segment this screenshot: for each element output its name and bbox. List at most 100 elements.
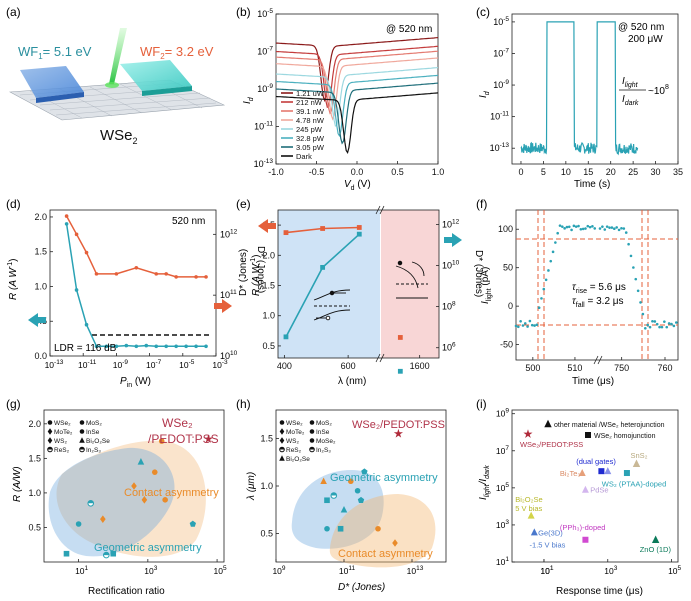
panel-a-letter: (a): [6, 5, 21, 19]
i-data-point: [527, 511, 535, 519]
d-responsivity-point: [124, 343, 129, 348]
g-legend-marker-fill: [79, 447, 85, 450]
b-legend-label: 39.1 nW: [296, 107, 325, 116]
d-detectivity-point: [154, 272, 159, 276]
g-legend-marker: [79, 437, 85, 443]
i-data-point: [604, 467, 612, 475]
panel-g-star-label-2: /PEDOT:PSS: [148, 432, 219, 446]
panel-f-xlabel: Time (μs): [572, 376, 614, 387]
f-photocurrent-point: [639, 301, 642, 304]
e-y2tick-label-exp: 6: [452, 342, 456, 349]
i-xtick-label-exp: 1: [550, 565, 554, 572]
d-responsivity-point: [184, 344, 188, 349]
b-xtick-label: 0.5: [391, 167, 404, 177]
d-detectivity-point: [84, 250, 89, 255]
e-y2tick-label-exp: 8: [452, 301, 456, 308]
d-detectivity-point: [194, 275, 198, 279]
b-curve-3-05-pW: [275, 82, 439, 145]
h-data-point: [375, 525, 381, 532]
panel-g-xlabel: Rectification ratio: [88, 586, 165, 597]
c-xtick-label: 0: [518, 167, 523, 177]
d-ytick-label: 0.0: [34, 351, 47, 361]
f-photocurrent-point: [535, 323, 539, 327]
panel-d-xlabel: Pin (W): [120, 376, 151, 389]
f-photocurrent-point: [554, 241, 557, 244]
f-photocurrent-point: [586, 224, 590, 228]
i-ytick-label-exp: 7: [505, 445, 509, 452]
h-ytick-label: 0.5: [260, 529, 273, 539]
b-curve-Dark: [275, 92, 439, 155]
d-y2tick-label-exp: 12: [230, 228, 238, 235]
f-photocurrent-point: [551, 250, 555, 254]
e-y2tick-label: 1012: [442, 218, 460, 229]
panel-d-y2label: D* (Jones): [255, 246, 266, 293]
i-ytick-label-base: 10: [496, 520, 506, 530]
pink-background: [381, 210, 439, 358]
c-xtick-label: 25: [628, 167, 638, 177]
light-beam: [109, 28, 127, 84]
g-xtick-label: 103: [144, 565, 157, 576]
i-ytick-label: 107: [496, 445, 509, 456]
d-xtick-label-exp: -9: [122, 359, 128, 366]
b-legend-label: 245 pW: [296, 125, 323, 134]
f-photocurrent-point: [651, 319, 654, 323]
panel-c-letter: (c): [476, 5, 490, 19]
rise-time-label: τrise = 5.6 μs: [572, 282, 626, 295]
i-xtick-label: 105: [668, 565, 681, 576]
i-xtick-label-base: 10: [540, 566, 550, 576]
i-ytick-label: 101: [496, 556, 509, 567]
g-ytick-label: 1.5: [28, 453, 41, 463]
g-legend-label: WS₂: [54, 438, 67, 445]
g-xtick-label-base: 10: [214, 566, 224, 576]
panel-c-xlabel: Time (s): [574, 179, 610, 190]
f-photocurrent-point: [556, 231, 559, 235]
h-legend-label: ReS₂: [286, 447, 302, 454]
b-ytick-label-base: 10: [254, 122, 264, 132]
geometric-asymmetry-region: [48, 447, 175, 557]
d-xtick-label-exp: -13: [54, 359, 64, 366]
panel-f-axes: [515, 209, 679, 361]
i-ytick-label: 109: [496, 408, 509, 419]
panel-h-points: [320, 428, 403, 547]
d-y2tick-label-base: 10: [220, 229, 230, 239]
d-responsivity-point: [194, 344, 198, 349]
c-ytick-label: 10-7: [493, 47, 509, 58]
d-xtick-label: 10-11: [78, 359, 97, 370]
g-ytick-label: 2.0: [28, 419, 41, 429]
b-ytick-label-exp: -13: [264, 158, 274, 165]
h-data-point: [361, 468, 368, 475]
g-data-point: [87, 499, 95, 507]
reference-lines: [516, 210, 678, 360]
f-photocurrent-point: [565, 225, 569, 229]
e-xtick-label: 600: [341, 361, 356, 371]
f-photocurrent-point: [558, 224, 562, 227]
f-photocurrent-point: [605, 225, 609, 228]
h-legend-marker: [279, 420, 285, 425]
e-ytick-label: 2.0: [262, 250, 275, 260]
panel-e-xticks: 400 600 1600: [277, 355, 430, 371]
e-detectivity-point: [397, 335, 403, 340]
g-legend-marker-fill: [47, 447, 53, 450]
i-ytick-label-base: 10: [496, 409, 506, 419]
svg-text:Idark: Idark: [622, 94, 639, 107]
f-photocurrent-point: [530, 323, 534, 327]
f-photocurrent-point: [540, 297, 543, 300]
panel-e-letter: (e): [236, 197, 251, 211]
h-data-point: [392, 539, 398, 547]
f-photocurrent-point: [624, 231, 628, 234]
panel-d-letter: (d): [6, 197, 21, 211]
d-detectivity-point: [64, 214, 69, 218]
f-photocurrent-point: [608, 226, 611, 229]
b-legend-label: 1.21 uW: [296, 89, 325, 98]
h-legend-label: MoTe₂: [286, 429, 305, 436]
h-ytick-label: 1.0: [260, 481, 273, 491]
g-legend-label: Bi₂O₂Se: [86, 438, 110, 445]
b-legend-label: 32.8 pW: [296, 134, 325, 143]
i-data-point: [651, 535, 660, 543]
